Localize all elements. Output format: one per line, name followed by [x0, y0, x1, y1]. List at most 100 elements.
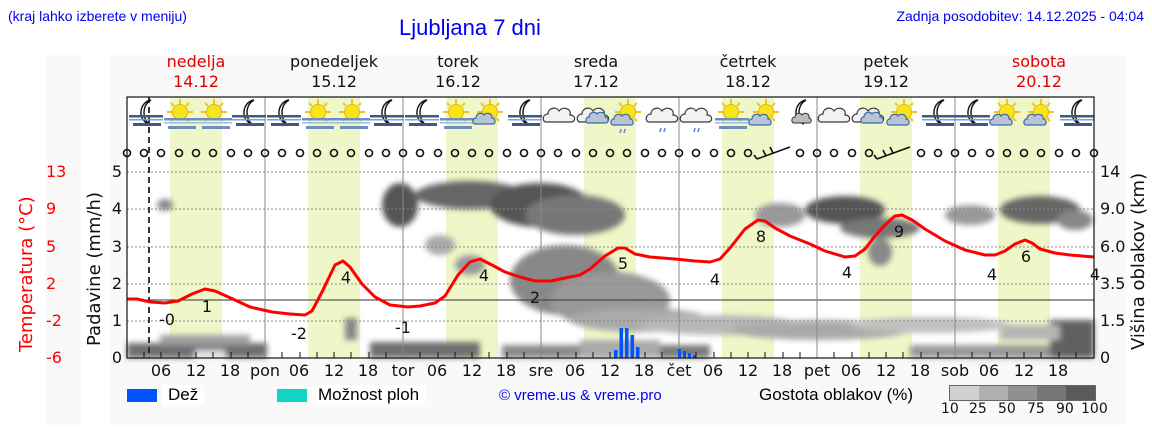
x-tick: sre [528, 361, 554, 380]
rain-legend-label: Dež [162, 385, 205, 405]
x-tick: tor [391, 361, 415, 380]
cloud-height-tick: 3.5 [1100, 274, 1126, 293]
day-date: 17.12 [573, 72, 619, 91]
day-header-monday: ponedeljek 15.12 [265, 52, 403, 92]
x-tick: 06 [426, 361, 448, 380]
x-tick: 06 [702, 361, 724, 380]
svg-text:4: 4 [710, 270, 720, 289]
x-tick: 18 [495, 361, 517, 380]
x-tick: 06 [150, 361, 172, 380]
temp-tick: 9 [46, 199, 57, 218]
x-tick: 18 [909, 361, 931, 380]
day-name: sobota [1011, 52, 1067, 71]
credit-link[interactable]: © vreme.us & vreme.pro [499, 387, 662, 404]
density-step: 75 [1027, 401, 1045, 417]
x-tick: 18 [1047, 361, 1069, 380]
x-tick: 06 [288, 361, 310, 380]
x-tick: sob [940, 361, 970, 380]
svg-text:6: 6 [1021, 247, 1031, 266]
temp-tick: 2 [46, 274, 57, 293]
day-header-saturday: sobota 20.12 [970, 52, 1108, 92]
cloud-density-legend-label: Gostota oblakov (%) [759, 385, 914, 404]
x-tick: 12 [323, 361, 345, 380]
x-tick: 12 [461, 361, 483, 380]
svg-text:4: 4 [842, 263, 852, 282]
svg-text:4: 4 [1090, 265, 1100, 284]
day-name: torek [437, 52, 479, 71]
temperature-axis-title: Temperatura (°C) [16, 196, 37, 352]
x-tick: 12 [1013, 361, 1035, 380]
density-step: 25 [969, 401, 987, 417]
density-step: 50 [998, 401, 1016, 417]
page-title: Ljubljana 7 dni [399, 15, 541, 40]
day-header-wednesday: sreda 17.12 [527, 52, 665, 92]
temperature-line [127, 213, 1095, 317]
precip-tick: 1 [111, 311, 122, 330]
daylight-bands [170, 97, 1050, 358]
x-tick: 18 [771, 361, 793, 380]
density-step: 10 [941, 401, 959, 417]
day-name: ponedeljek [290, 52, 378, 71]
cloud-height-tick: 14 [1100, 162, 1121, 181]
temp-tick: 5 [46, 237, 57, 256]
cloud-density-field [127, 181, 1094, 358]
temp-axis-panel [45, 55, 81, 425]
temperature-labels: -0 1 -2 4 -1 4 2 5 4 8 4 9 4 6 4 [159, 222, 1100, 343]
location-hint: (kraj lahko izberete v meniju) [8, 8, 187, 24]
x-tick: 06 [564, 361, 586, 380]
day-header-thursday: četrtek 18.12 [679, 52, 817, 92]
cloud-height-tick: 0 [1100, 348, 1111, 367]
temp-tick: -6 [46, 348, 62, 367]
day-date: 14.12 [173, 72, 219, 91]
density-step: 90 [1056, 401, 1074, 417]
temp-tick: 13 [46, 162, 67, 181]
precip-tick: 3 [111, 237, 122, 256]
x-tick: 12 [185, 361, 207, 380]
cloud-height-tick: 1.5 [1100, 311, 1126, 330]
svg-text:4: 4 [479, 266, 489, 285]
storm-legend-label: Možnost ploh [312, 385, 426, 405]
x-tick: čet [666, 361, 692, 380]
svg-text:4: 4 [987, 265, 997, 284]
precip-tick: 0 [111, 348, 122, 367]
svg-text:-1: -1 [395, 318, 411, 337]
x-tick: 18 [357, 361, 379, 380]
x-tick: pon [249, 361, 281, 380]
svg-text:9: 9 [894, 222, 904, 241]
day-header-friday: petek 19.12 [817, 52, 955, 92]
svg-text:2: 2 [530, 288, 540, 307]
precip-tick: 2 [111, 274, 122, 293]
x-tick: pet [803, 361, 831, 380]
rain-legend-swatch [127, 389, 157, 402]
x-tick: 18 [633, 361, 655, 380]
day-name: četrtek [719, 52, 777, 71]
day-date: 19.12 [863, 72, 909, 91]
svg-text:5: 5 [618, 254, 628, 273]
svg-text:-0: -0 [159, 310, 175, 329]
rain-bars [614, 328, 696, 358]
storm-legend-swatch [277, 389, 307, 402]
day-header-sunday: nedelja 14.12 [127, 52, 265, 92]
wind-barbs [753, 146, 911, 160]
day-name: petek [863, 52, 909, 71]
precipitation-axis-title: Padavine (mm/h) [84, 192, 105, 346]
x-tick: 12 [599, 361, 621, 380]
x-tick: 12 [875, 361, 897, 380]
svg-text:8: 8 [756, 227, 766, 246]
day-date: 16.12 [435, 72, 481, 91]
day-date: 15.12 [311, 72, 357, 91]
density-step: 100 [1081, 401, 1108, 417]
x-tick: 06 [978, 361, 1000, 380]
precip-tick: 4 [111, 199, 122, 218]
cloud-height-tick: 9.0 [1100, 199, 1126, 218]
weather-icons [129, 98, 1094, 134]
last-updated: Zadnja posodobitev: 14.12.2025 - 04:04 [896, 8, 1144, 24]
day-name: nedelja [166, 52, 226, 71]
x-tick: 06 [840, 361, 862, 380]
day-date: 20.12 [1016, 72, 1062, 91]
day-header-tuesday: torek 16.12 [389, 52, 527, 92]
cloud-height-axis-title: Višina oblakov (km) [1128, 172, 1149, 350]
cloud-density-scale [949, 385, 1096, 401]
x-tick: 18 [219, 361, 241, 380]
